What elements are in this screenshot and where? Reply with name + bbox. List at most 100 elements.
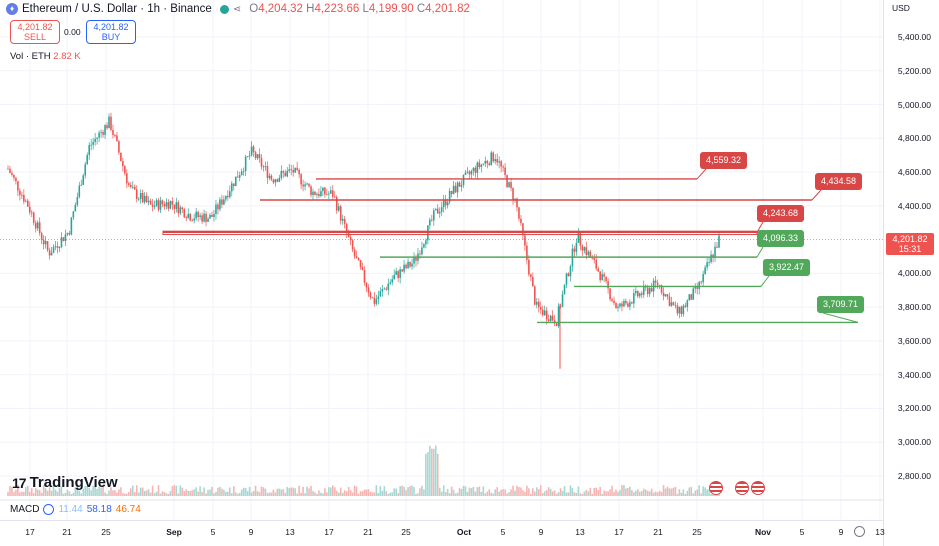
support-tag-2[interactable]: 3,922.47 (763, 259, 811, 276)
candle-body (258, 154, 261, 159)
last-price-badge: 4,201.82 15:31 (886, 233, 934, 255)
volume-bar (193, 489, 195, 496)
volume-bar (500, 489, 502, 496)
tradingview-logo[interactable]: 17 TradingView (12, 474, 118, 491)
volume-bar (482, 486, 485, 496)
volume-bar (42, 485, 45, 496)
candle-body (290, 169, 293, 170)
time-axis[interactable]: 17 21 25 Sep 5 9 13 17 21 25 Oct 5 9 13 17 21 25 Nov 5 9 13 (0, 520, 885, 546)
candle-body (100, 131, 102, 133)
volume-bar (108, 490, 110, 496)
support-tag-1[interactable]: 4,096.33 (757, 230, 805, 247)
volume-bar (403, 486, 405, 496)
volume-bar (488, 489, 491, 496)
candle-body (230, 183, 233, 192)
candle-body (385, 288, 388, 290)
currency-selector[interactable]: USD (892, 3, 910, 13)
volume-bar (694, 490, 697, 496)
price-axis[interactable]: USD 5,400.00 5,200.00 5,000.00 4,800.00 4,60… (883, 0, 939, 546)
resistance-tag-3[interactable]: 4,243.68 (757, 205, 805, 222)
candle-body (337, 206, 340, 211)
time-axis-label: 25 (101, 527, 111, 537)
volume-bar (217, 487, 219, 496)
volume-bar (44, 488, 47, 496)
volume-bar (256, 491, 259, 496)
volume-bar (248, 487, 251, 496)
symbol-legend[interactable]: ♦ Ethereum / U.S. Dollar · 1h · Binance … (6, 3, 470, 15)
volume-bar (183, 491, 186, 496)
sell-price: 4,201.82 (17, 22, 53, 32)
candle-body (625, 300, 627, 304)
volume-bar (260, 486, 263, 496)
volume-bar (672, 487, 675, 496)
time-axis-settings-icon[interactable] (854, 526, 865, 537)
macd-settings-icon[interactable] (43, 504, 55, 515)
candle-body (264, 166, 267, 167)
candle-body (609, 288, 611, 300)
volume-bar (288, 488, 291, 496)
chart-area[interactable]: ♦ Ethereum / U.S. Dollar · 1h · Binance … (0, 0, 883, 520)
resistance-tag-2[interactable]: 4,434.58 (815, 173, 863, 190)
volume-legend[interactable]: Vol · ETH 2.82 K (10, 51, 81, 62)
level-connector (696, 168, 707, 180)
volume-bar (686, 490, 689, 496)
us-flag-icon[interactable] (751, 481, 765, 495)
brand-name: TradingView (29, 474, 118, 491)
volume-bar (569, 485, 572, 496)
candle-body (181, 207, 184, 210)
time-axis-label: 17 (324, 527, 334, 537)
candle-body (613, 300, 615, 304)
volume-bar (19, 492, 21, 496)
candle-body (201, 215, 203, 222)
candle-body (38, 222, 41, 234)
candle-body (549, 315, 552, 322)
resistance-tag-1[interactable]: 4,559.32 (700, 152, 748, 169)
volume-bar (702, 486, 704, 496)
candle-body (403, 264, 405, 272)
macd-legend[interactable]: MACD 11.44 58.18 46.74 (10, 504, 141, 515)
candle-body (328, 193, 330, 195)
candle-body (506, 175, 508, 188)
sell-button[interactable]: 4,201.82 SELL (10, 20, 60, 44)
economic-events-group[interactable] (709, 481, 723, 495)
candle-body (96, 137, 98, 139)
volume-bar (599, 486, 601, 496)
candle-body (573, 248, 576, 252)
candle-body (147, 200, 150, 203)
volume-bar (377, 492, 380, 496)
candle-body (688, 294, 691, 301)
us-flag-icon[interactable] (709, 481, 723, 495)
candle-body (84, 164, 87, 176)
sell-label: SELL (23, 32, 47, 42)
volume-bar (205, 493, 207, 496)
candle-body (23, 195, 25, 202)
candle-body (143, 195, 146, 203)
volume-bar (175, 485, 178, 496)
volume-bar (444, 492, 447, 496)
us-flag-icon[interactable] (735, 481, 749, 495)
volume-bar (328, 487, 330, 496)
buy-button[interactable]: 4,201.82 BUY (86, 20, 136, 44)
volume-bar (518, 487, 520, 496)
price-axis-label: 3,600.00 (897, 335, 931, 346)
candle-body (672, 302, 675, 305)
open-value: 4,204.32 (258, 3, 303, 15)
volume-bar (407, 487, 409, 496)
volume-bar (131, 485, 134, 496)
candle-body (310, 186, 312, 195)
candle-body (302, 184, 304, 187)
volume-bar (349, 490, 352, 496)
economic-events-group-2[interactable] (735, 481, 765, 495)
support-tag-3[interactable]: 3,709.71 (817, 296, 865, 313)
price-axis-label: 5,200.00 (897, 65, 931, 76)
candle-body (242, 170, 245, 172)
volume-bar (64, 492, 67, 496)
volume-bar (238, 492, 241, 496)
share-icon[interactable]: ⋖ (232, 3, 242, 15)
volume-bar (644, 489, 647, 496)
volume-bar (147, 489, 150, 496)
time-axis-label: 13 (875, 527, 885, 537)
candle-body (25, 200, 27, 202)
candle-body (80, 184, 83, 186)
price-chart[interactable] (0, 0, 883, 520)
